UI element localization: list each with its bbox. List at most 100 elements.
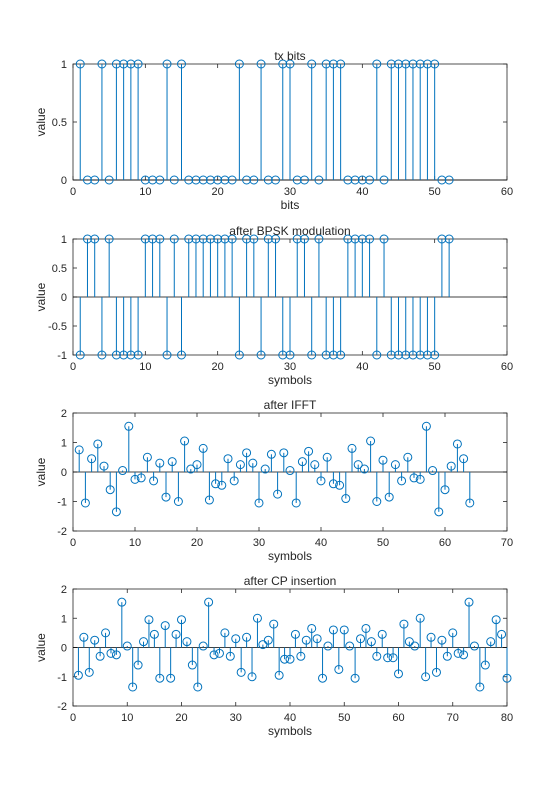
stem-marker xyxy=(90,635,100,645)
stem-marker xyxy=(198,234,208,244)
stem-marker xyxy=(366,436,376,446)
stem-marker xyxy=(278,59,288,69)
stem-marker xyxy=(79,632,89,642)
stem-marker xyxy=(440,485,450,495)
stem-marker xyxy=(394,669,403,679)
stem-marker xyxy=(119,59,129,69)
stem-marker xyxy=(388,653,398,663)
stem-marker xyxy=(356,634,366,644)
stem-marker xyxy=(383,653,393,663)
stem-marker xyxy=(365,234,375,244)
stem-marker xyxy=(75,59,85,69)
stem-marker xyxy=(408,350,418,360)
stem-marker xyxy=(292,175,302,185)
stem-marker xyxy=(205,175,215,185)
stem-marker xyxy=(263,234,273,244)
stem-marker xyxy=(213,175,223,185)
stem-marker xyxy=(390,460,400,470)
x-axis-label: symbols xyxy=(268,549,312,563)
stem-marker xyxy=(155,234,165,244)
stem-marker xyxy=(254,498,264,508)
x-axis-label: symbols xyxy=(268,373,312,387)
x-tick-label: 50 xyxy=(338,712,350,724)
stem-marker xyxy=(437,635,447,645)
stem-marker xyxy=(307,59,317,69)
stem-marker xyxy=(136,473,146,483)
x-tick-label: 50 xyxy=(429,186,441,198)
stem-marker xyxy=(279,448,289,458)
x-tick-label: 40 xyxy=(356,361,368,373)
stem-marker xyxy=(491,615,501,625)
stem-marker xyxy=(82,234,92,244)
stem-marker xyxy=(256,350,266,360)
stem-marker xyxy=(140,234,150,244)
stem-marker xyxy=(139,637,149,647)
stem-marker xyxy=(343,234,353,244)
x-tick-label: 60 xyxy=(501,361,513,373)
stem-marker xyxy=(444,234,454,244)
stem-marker xyxy=(74,445,84,455)
stem-marker xyxy=(173,497,183,506)
stem-marker xyxy=(130,474,140,484)
stem-marker xyxy=(155,673,165,683)
stem-marker xyxy=(297,457,307,467)
stem-marker xyxy=(502,673,512,683)
stem-marker xyxy=(465,498,475,508)
stem-marker xyxy=(422,350,432,360)
stem-marker xyxy=(193,682,203,692)
subplot-2: 0 10 20 30 40 50 60 -1 -0.5 0 0.5 1 after BPSK modul… xyxy=(34,224,513,387)
stem-marker xyxy=(111,59,121,69)
y-tick-label: 0 xyxy=(61,175,67,187)
stem-marker xyxy=(204,495,214,505)
y-tick-label: 0 xyxy=(61,467,67,479)
stem-marker xyxy=(378,455,388,465)
stem-marker xyxy=(126,350,136,360)
stem-marker xyxy=(347,443,357,453)
stem-marker xyxy=(217,480,227,490)
stem-marker xyxy=(307,623,317,633)
x-tick-label: 80 xyxy=(501,712,513,724)
stem-marker xyxy=(408,59,418,69)
stem-marker xyxy=(198,443,208,453)
stem-marker xyxy=(372,497,382,506)
stem-marker xyxy=(162,59,172,69)
x-tick-label: 20 xyxy=(175,712,187,724)
stem-marker xyxy=(379,234,389,244)
stem-marker xyxy=(205,234,215,244)
stem-marker xyxy=(177,615,186,625)
stem-marker xyxy=(148,234,158,244)
stem-marker xyxy=(99,461,109,471)
stem-marker xyxy=(162,350,172,360)
stem-marker xyxy=(273,489,283,499)
stem-marker xyxy=(430,350,440,360)
stem-marker xyxy=(256,59,266,69)
y-axis-label: value xyxy=(34,282,48,311)
stem-marker xyxy=(292,234,302,244)
stem-marker xyxy=(280,654,290,664)
stem-marker xyxy=(322,452,332,462)
stem-marker xyxy=(266,449,276,459)
stem-marker xyxy=(187,660,197,670)
stem-marker xyxy=(422,59,432,69)
stem-marker xyxy=(384,492,394,502)
stem-marker xyxy=(321,350,331,360)
stem-marker xyxy=(271,175,281,185)
y-tick-label: -2 xyxy=(57,526,67,538)
x-tick-label: 10 xyxy=(121,712,133,724)
stem-marker xyxy=(415,474,425,484)
stem-marker xyxy=(211,479,221,489)
stem-marker xyxy=(104,234,114,244)
stem-marker xyxy=(252,613,262,623)
stem-marker xyxy=(213,234,223,244)
stem-marker xyxy=(106,648,116,658)
stem-marker xyxy=(336,350,346,360)
stem-marker xyxy=(312,634,322,644)
stem-marker xyxy=(415,59,425,69)
stem-marker xyxy=(401,59,411,69)
subplot-3: 0 10 20 30 40 50 60 70 -2 -1 0 1 2 after IFFT symbols v… xyxy=(34,398,513,563)
stem-marker xyxy=(421,421,431,431)
stem-marker xyxy=(437,234,447,244)
stem-marker xyxy=(177,350,186,360)
stem-marker xyxy=(328,59,338,69)
stem-marker xyxy=(160,621,170,631)
